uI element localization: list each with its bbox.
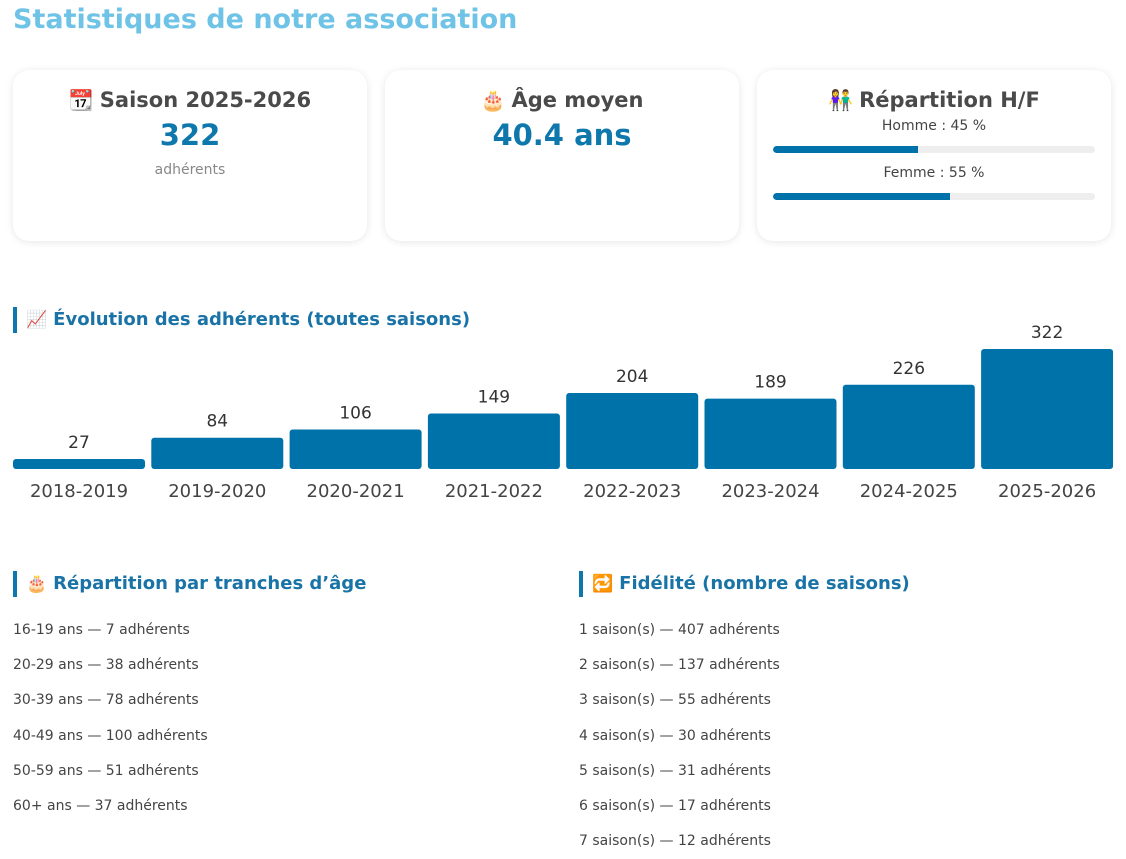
evolution-title-text: Évolution des adhérents (toutes saisons) [53, 309, 471, 330]
evolution-bar-chart: 27 2018-2019 84 2019-2020 106 2020-2021 149 202… [13, 323, 1113, 502]
loyalty-item: 4 saison(s) — 30 adhérents [579, 727, 771, 744]
average-age-value: 40.4 ans [492, 118, 632, 152]
gender-female-bar-fill [773, 193, 951, 200]
age-groups-list: 16-19 ans — 7 adhérents 20-29 ans — 38 ad… [13, 613, 208, 824]
loyalty-title-text: Fidélité (nombre de saisons) [619, 573, 910, 594]
gender-male-row: Homme : 45 % [757, 118, 1111, 153]
season-card-title: Saison 2025-2026 [99, 88, 312, 112]
age-group-item: 16-19 ans — 7 adhérents [13, 622, 190, 638]
chart-bar [151, 437, 284, 469]
chart-category-label: 2022-2023 [583, 481, 681, 502]
age-groups-title-text: Répartition par tranches d’âge [53, 573, 367, 594]
couple-icon: 👫 [828, 88, 854, 112]
season-member-count: 322 [159, 118, 221, 152]
loyalty-item: 1 saison(s) — 407 adhérents [579, 622, 780, 638]
gender-male-bar-fill [773, 146, 918, 153]
gender-male-bar [773, 146, 1095, 153]
loyalty-item: 5 saison(s) — 31 adhérents [579, 762, 771, 779]
gender-card-title: Répartition H/F [859, 88, 1040, 112]
chart-value-label: 149 [478, 387, 510, 407]
chart-value-label: 84 [206, 412, 228, 432]
gender-card: 👫 Répartition H/F Homme : 45 % Femme : 5… [757, 70, 1111, 241]
chart-category-label: 2018-2019 [30, 481, 128, 502]
birthday-cake-icon: 🎂 [480, 88, 506, 112]
chart-category-label: 2025-2026 [998, 481, 1096, 502]
age-group-item: 40-49 ans — 100 adhérents [13, 727, 208, 744]
chart-value-label: 106 [339, 403, 371, 423]
chart-value-label: 322 [1031, 323, 1063, 343]
chart-increasing-icon: 📈 [26, 310, 48, 330]
chart-value-label: 27 [68, 433, 90, 453]
chart-bar [13, 458, 145, 469]
age-group-item: 60+ ans — 37 adhérents [13, 797, 188, 814]
age-group-item: 50-59 ans — 51 adhérents [13, 762, 199, 779]
season-card: 📆 Saison 2025-2026 322 adhérents [13, 70, 367, 241]
chart-category-label: 2020-2021 [307, 481, 405, 502]
gender-male-label: Homme : 45 % [881, 118, 987, 134]
loyalty-item: 2 saison(s) — 137 adhérents [579, 657, 780, 674]
loyalty-list: 1 saison(s) — 407 adhérents 2 saison(s) —… [579, 613, 780, 859]
chart-value-label: 204 [616, 367, 648, 387]
gender-female-row: Femme : 55 % [757, 165, 1111, 200]
chart-value-label: 226 [893, 359, 925, 379]
loyalty-item: 7 saison(s) — 12 adhérents [579, 833, 771, 850]
evolution-section-title: 📈 Évolution des adhérents (toutes saison… [13, 307, 470, 333]
loyalty-item: 3 saison(s) — 55 adhérents [579, 692, 771, 709]
average-age-title: Âge moyen [511, 88, 644, 112]
chart-bar [704, 398, 837, 469]
chart-value-label: 189 [754, 373, 786, 393]
gender-female-label: Femme : 55 % [883, 165, 985, 181]
chart-category-label: 2021-2022 [445, 481, 543, 502]
gender-female-bar [773, 193, 1095, 200]
chart-bar [981, 349, 1113, 469]
age-group-item: 20-29 ans — 38 adhérents [13, 657, 199, 674]
chart-category-label: 2019-2020 [168, 481, 266, 502]
chart-category-label: 2024-2025 [860, 481, 958, 502]
chart-bar [566, 392, 699, 469]
age-group-item: 30-39 ans — 78 adhérents [13, 692, 199, 709]
chart-bar [289, 429, 422, 469]
repeat-icon: 🔁 [592, 574, 614, 594]
average-age-card: 🎂 Âge moyen 40.4 ans [385, 70, 739, 241]
page-title: Statistiques de notre association [13, 4, 518, 35]
chart-category-label: 2023-2024 [721, 481, 819, 502]
calendar-icon: 📆 [68, 88, 94, 112]
chart-bar [427, 413, 560, 469]
chart-bar [842, 384, 975, 469]
age-groups-section-title: 🎂 Répartition par tranches d’âge [13, 571, 366, 597]
loyalty-section-title: 🔁 Fidélité (nombre de saisons) [579, 571, 910, 597]
birthday-cake-icon: 🎂 [26, 574, 48, 594]
loyalty-item: 6 saison(s) — 17 adhérents [579, 797, 771, 814]
season-member-unit: adhérents [154, 162, 226, 178]
